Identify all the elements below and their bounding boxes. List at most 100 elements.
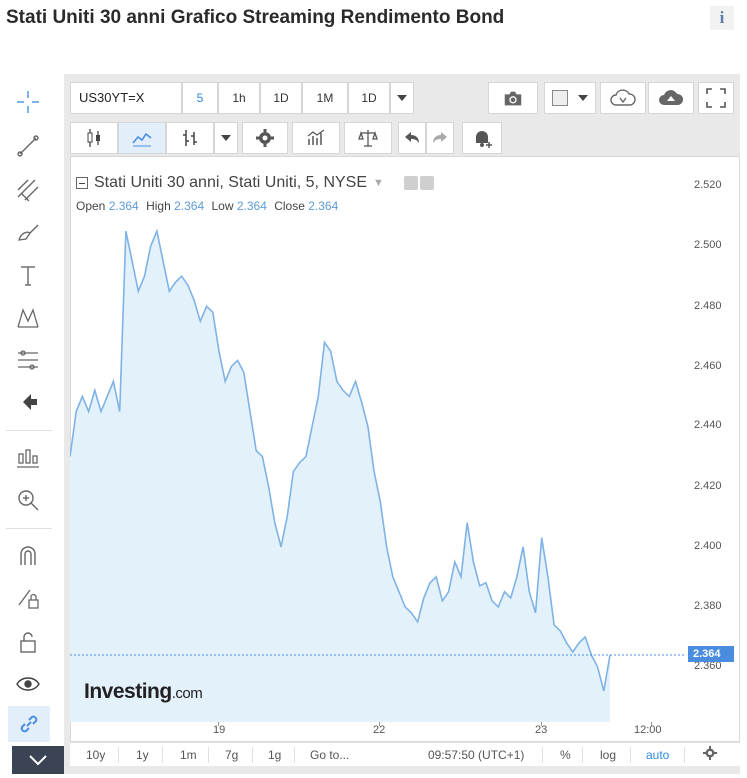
camera-icon — [504, 91, 522, 106]
redo-icon — [433, 132, 447, 143]
series-settings-icon[interactable] — [419, 176, 434, 190]
divider — [252, 747, 253, 763]
log-toggle[interactable]: log — [600, 748, 617, 762]
price-area — [70, 231, 610, 722]
y-tick-label: 2.460 — [694, 360, 722, 372]
fullscreen-button[interactable] — [698, 82, 734, 114]
y-tick-label: 2.480 — [694, 300, 722, 312]
caret-down-icon[interactable]: ▼ — [373, 177, 384, 189]
area-chart-button[interactable] — [118, 122, 166, 154]
indicator-panel-icon[interactable] — [14, 444, 42, 472]
settings-button[interactable] — [242, 122, 288, 154]
range-1y-button[interactable]: 1y — [136, 748, 149, 762]
interval-dropdown[interactable] — [390, 82, 414, 114]
open-value: 2.364 — [108, 199, 139, 213]
indicators-button[interactable] — [292, 122, 340, 154]
ohlc-bars-icon — [183, 130, 197, 146]
redo-button[interactable] — [426, 122, 454, 154]
divider — [542, 747, 543, 763]
interval-1m-button[interactable]: 1M — [302, 82, 348, 114]
lock-drawing-icon[interactable] — [14, 584, 42, 612]
x-tick-label: 23 — [535, 724, 548, 736]
zoom-in-icon[interactable] — [14, 486, 42, 514]
divider — [208, 747, 209, 763]
fib-tool-icon[interactable] — [14, 176, 42, 204]
y-tick-label: 2.440 — [694, 419, 722, 431]
text-tool-icon[interactable] — [14, 262, 42, 290]
price-chart[interactable] — [70, 156, 686, 722]
high-value: 2.364 — [174, 199, 205, 213]
range-1m-button[interactable]: 1m — [180, 748, 197, 762]
undo-icon — [405, 132, 419, 143]
magnet-icon[interactable] — [14, 542, 42, 570]
measure-tool-icon[interactable] — [14, 346, 42, 374]
brand-name: Investing — [84, 680, 172, 703]
y-tick-label: 2.520 — [694, 179, 722, 191]
collapse-toolbar-button[interactable] — [12, 746, 64, 774]
range-7g-button[interactable]: 7g — [225, 748, 239, 762]
interval-1d-button[interactable]: 1D — [260, 82, 302, 114]
cloud-upload-icon — [659, 90, 684, 105]
range-10y-button[interactable]: 10y — [86, 748, 106, 762]
chart-type-dropdown[interactable] — [214, 122, 238, 154]
toolbar-divider — [6, 430, 52, 431]
gear-icon — [256, 129, 274, 147]
cloud-download-button[interactable] — [600, 82, 646, 114]
compare-button[interactable] — [344, 122, 392, 154]
candles-button[interactable] — [70, 122, 118, 154]
bell-plus-icon — [476, 131, 492, 148]
price-line — [70, 228, 611, 692]
undo-button[interactable] — [398, 122, 426, 154]
collapse-legend-icon[interactable] — [76, 177, 88, 189]
camera-button[interactable] — [488, 82, 538, 114]
y-tick-label: 2.360 — [694, 660, 722, 672]
axis-settings-button[interactable] — [702, 745, 718, 764]
brand-suffix: .com — [171, 685, 203, 702]
ohlc-values: Open 2.364 High 2.364 Low 2.364 Close 2.… — [76, 199, 342, 213]
scales-icon — [358, 130, 378, 147]
unlock-icon[interactable] — [14, 628, 42, 656]
x-tick-mark — [541, 722, 542, 726]
open-label: Open — [76, 199, 106, 213]
trend-line-icon[interactable] — [14, 132, 42, 160]
pattern-tool-icon[interactable] — [14, 304, 42, 332]
candlestick-icon — [87, 129, 100, 147]
eye-icon[interactable] — [14, 670, 42, 698]
goto-button[interactable]: Go to... — [310, 748, 350, 762]
interval-1h-button[interactable]: 1h — [218, 82, 260, 114]
auto-scale-toggle[interactable]: auto — [646, 748, 670, 762]
range-1g-button[interactable]: 1g — [268, 748, 282, 762]
arrow-left-icon[interactable] — [14, 388, 42, 416]
divider — [630, 747, 631, 763]
symbol-input[interactable]: US30YT=X — [70, 82, 182, 114]
interval-5-button[interactable]: 5 — [182, 82, 218, 114]
percent-toggle[interactable]: % — [560, 748, 571, 762]
series-legend: Stati Uniti 30 anni, Stati Uniti, 5, NYS… — [76, 174, 434, 192]
crosshair-icon[interactable] — [14, 88, 42, 116]
info-icon[interactable]: i — [710, 6, 734, 30]
hide-series-icon[interactable] — [403, 176, 418, 190]
area-chart-icon — [132, 132, 152, 147]
divider — [582, 747, 583, 763]
caret-down-icon — [578, 95, 588, 101]
divider — [684, 747, 685, 763]
brush-icon[interactable] — [14, 218, 42, 246]
alert-button[interactable] — [462, 122, 502, 154]
divider — [118, 747, 119, 763]
low-value: 2.364 — [236, 199, 267, 213]
cloud-upload-button[interactable] — [648, 82, 694, 114]
page-title: Stati Uniti 30 anni Grafico Streaming Re… — [6, 7, 505, 28]
clock-display[interactable]: 09:57:50 (UTC+1) — [428, 748, 525, 762]
cloud-download-icon — [610, 89, 636, 106]
divider — [162, 747, 163, 763]
interval-1d-alt-button[interactable]: 1D — [348, 82, 390, 114]
investing-logo: Investing.com — [84, 680, 203, 704]
gear-icon — [703, 746, 717, 760]
style-dropdown[interactable] — [544, 82, 596, 114]
link-icon[interactable] — [8, 706, 50, 742]
y-tick-label: 2.420 — [694, 480, 722, 492]
high-label: High — [146, 199, 171, 213]
x-tick-mark — [218, 722, 219, 726]
bars-button[interactable] — [166, 122, 214, 154]
x-tick-label: 19 — [213, 724, 226, 736]
